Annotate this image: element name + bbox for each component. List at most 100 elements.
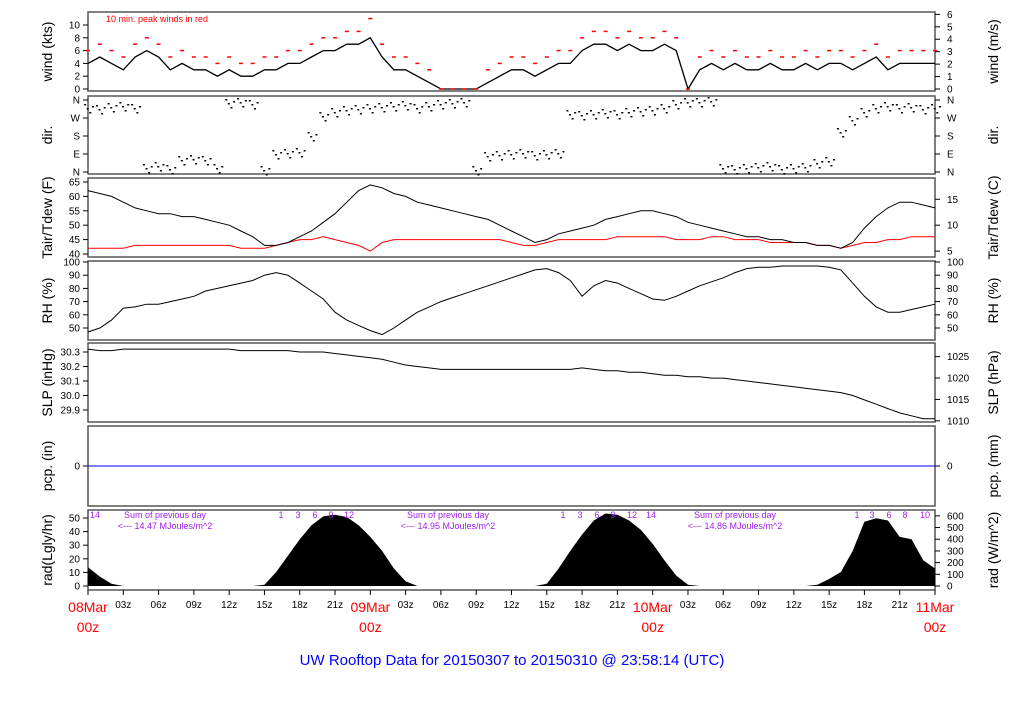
direction-point [418, 112, 421, 114]
direction-point [159, 170, 162, 172]
y-axis-label-left: dir. [39, 126, 55, 145]
direction-point [244, 100, 247, 102]
direction-point [571, 118, 574, 120]
y-tick-label-left: 10 [69, 21, 81, 32]
y-tick-label-right: 50 [947, 324, 959, 335]
day-label: 10Mar [633, 599, 673, 615]
direction-point [342, 106, 345, 108]
x-tick-label: 09z [468, 600, 484, 611]
direction-point [684, 98, 687, 100]
direction-point [409, 103, 412, 105]
direction-point [180, 160, 183, 162]
direction-point [842, 136, 845, 138]
direction-point [533, 155, 536, 157]
direction-point [616, 114, 619, 116]
day-hour-label: 00z [641, 619, 664, 635]
y-axis-label-right: Tair/Tdew (C) [985, 175, 1001, 259]
direction-point [442, 108, 445, 110]
direction-point [201, 156, 204, 158]
panel-temp: Tair/Tdew (F) Tair/Tdew (C) 40 45 50 55 60 65 5 1… [39, 175, 1001, 260]
direction-point [754, 163, 757, 165]
direction-point [691, 100, 694, 102]
y-tick-label-left: 50 [69, 324, 81, 335]
x-tick-label: 03z [680, 600, 696, 611]
direction-point [844, 130, 847, 132]
direction-point [389, 102, 392, 104]
direction-point [644, 109, 647, 111]
x-tick-label: 21z [327, 600, 343, 611]
y-axis-label-left: RH (%) [39, 278, 55, 324]
direction-point [910, 107, 913, 109]
y-tick-label-right: 200 [947, 558, 964, 569]
direction-point [359, 113, 362, 115]
direction-point [724, 172, 727, 174]
direction-point [912, 111, 915, 113]
direction-point [448, 99, 451, 101]
direction-point [383, 111, 386, 113]
y-tick-label-right: 600 [947, 511, 964, 522]
direction-point [698, 102, 701, 104]
direction-point [213, 164, 216, 166]
direction-point [112, 111, 115, 113]
hour-mark-label: 3 [295, 510, 300, 520]
panel-frame [87, 260, 936, 341]
hour-mark-label: 6 [594, 510, 599, 520]
y-tick-label-right: 6 [947, 10, 953, 21]
direction-point [804, 167, 807, 169]
y-tick-label-left: 30 [69, 541, 81, 552]
y-axis-label-left: wind (kts) [39, 22, 55, 83]
direction-point [554, 149, 557, 151]
direction-point [477, 174, 480, 176]
daily-sum-label: Sum of previous day [124, 510, 207, 520]
direction-point [171, 173, 174, 175]
direction-point [119, 102, 122, 104]
direction-point [821, 161, 824, 163]
direction-point [609, 111, 612, 113]
hour-mark-label: 6 [312, 510, 317, 520]
direction-point [585, 113, 588, 115]
day-hour-label: 00z [359, 619, 382, 635]
panel-frame [87, 11, 936, 92]
direction-point [550, 152, 553, 154]
direction-point [319, 112, 322, 114]
direction-point [480, 168, 483, 170]
direction-point [809, 165, 812, 167]
y-tick-label-left: 65 [69, 178, 81, 189]
direction-point [762, 165, 765, 167]
direction-point [936, 112, 939, 114]
y-tick-label-right: 70 [947, 297, 959, 308]
direction-point [507, 150, 510, 152]
direction-point [230, 107, 233, 109]
direction-point [486, 156, 489, 158]
y-tick-label-left: 0 [74, 462, 80, 473]
direction-point [189, 155, 192, 157]
direction-point [515, 152, 518, 154]
direction-point [589, 110, 592, 112]
y-tick-label-left: 60 [69, 192, 81, 203]
direction-point [863, 112, 866, 114]
direction-point [162, 164, 165, 166]
x-tick-label: 15z [539, 600, 555, 611]
direction-point [601, 109, 604, 111]
direction-point [689, 106, 692, 108]
y-tick-label-right: 90 [947, 271, 959, 282]
direction-point [521, 153, 524, 155]
direction-point [491, 154, 494, 156]
direction-point [895, 104, 898, 106]
direction-point [345, 110, 348, 112]
direction-point [385, 105, 388, 107]
daily-sum-value: <--- 14.47 MJoules/m^2 [118, 521, 213, 531]
x-tick-label: 18z [292, 600, 308, 611]
direction-point [721, 168, 724, 170]
direction-point [474, 170, 477, 172]
direction-point [712, 105, 715, 107]
y-tick-label-left: 60 [69, 310, 81, 321]
direction-point [433, 104, 436, 106]
direction-point [427, 106, 430, 108]
direction-point [915, 105, 918, 107]
hour-mark-label: 12 [627, 510, 637, 520]
direction-point [898, 108, 901, 110]
y-tick-label-left: 80 [69, 284, 81, 295]
direction-point [101, 113, 104, 115]
direction-point [301, 156, 304, 158]
